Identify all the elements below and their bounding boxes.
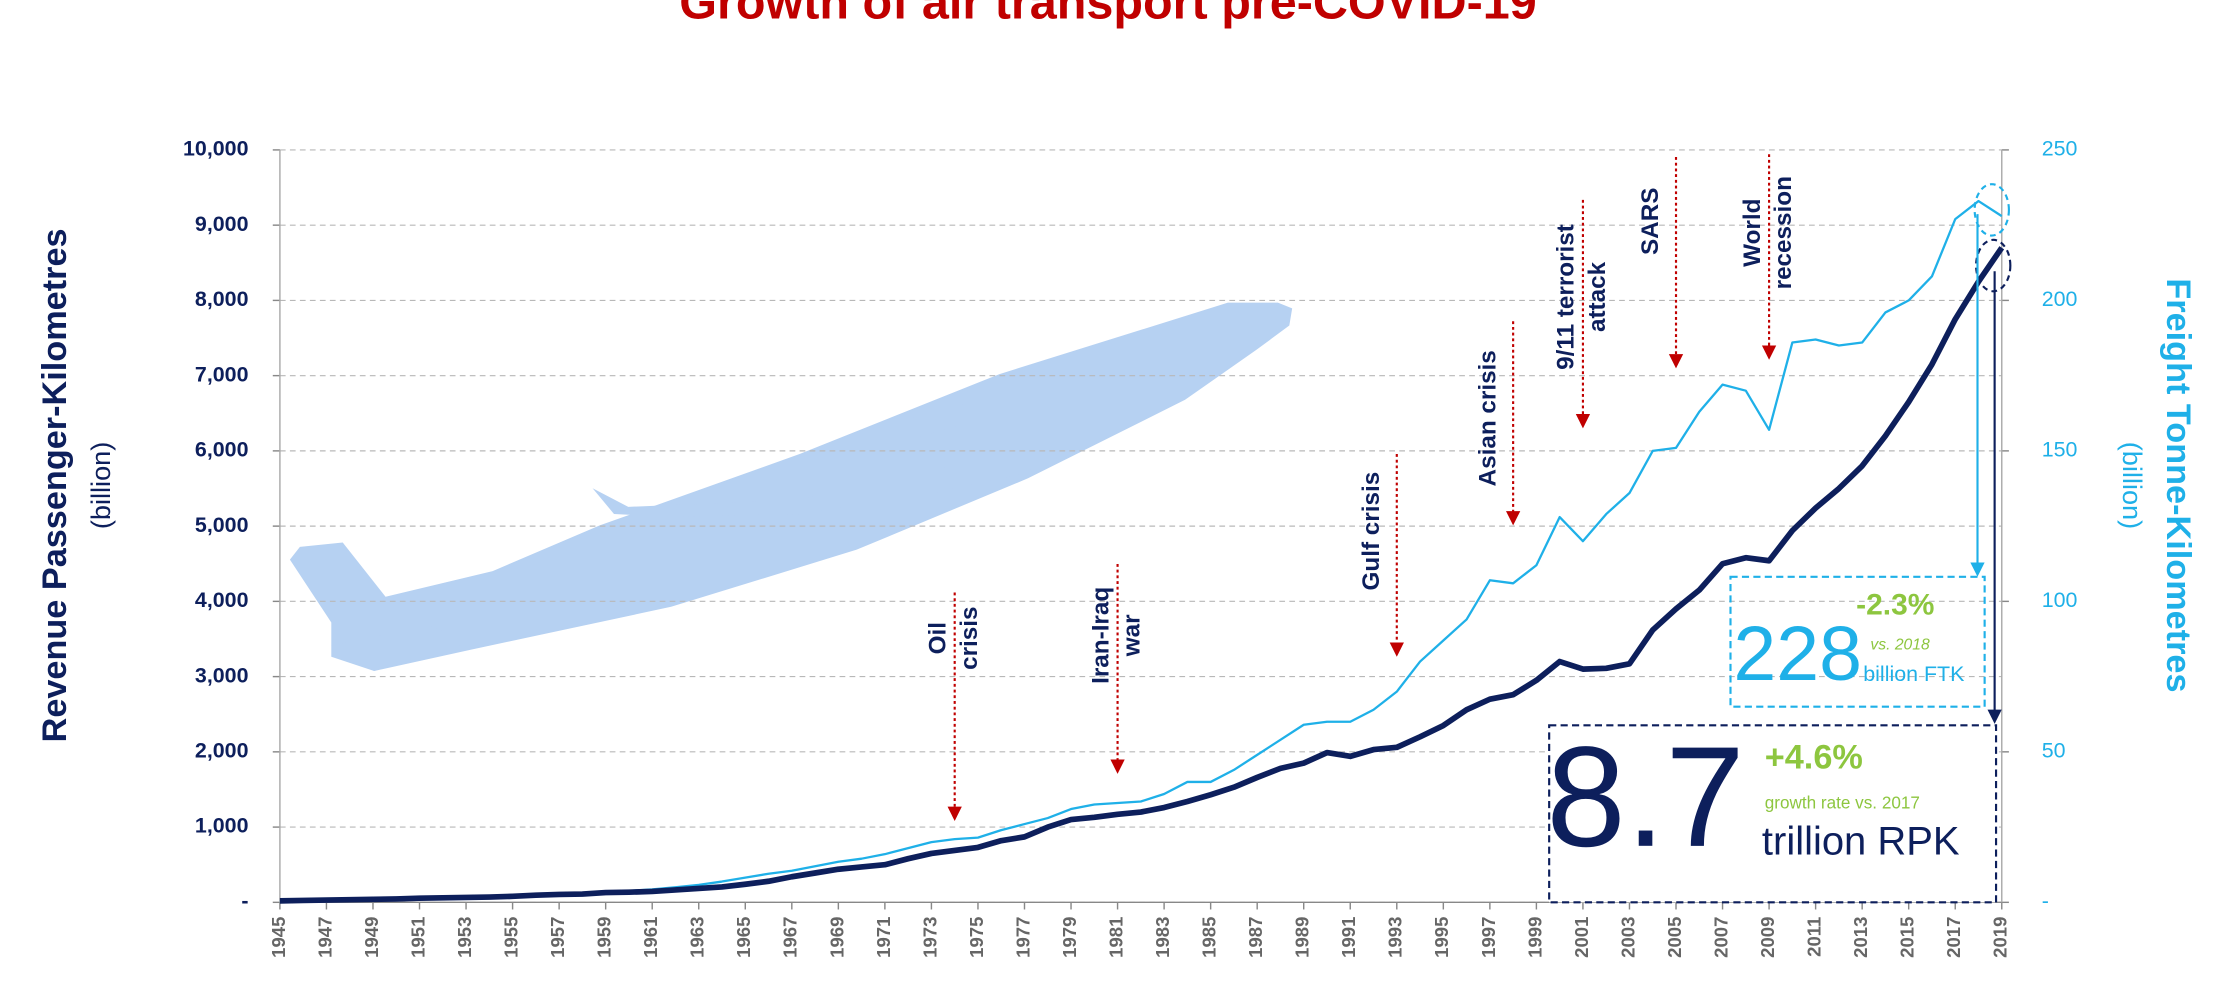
x-tick-label: 1993: [1385, 917, 1406, 958]
y-tick-label: -: [241, 889, 248, 913]
x-tick-label: 2015: [1897, 917, 1918, 958]
x-tick-label: 1997: [1478, 917, 1499, 958]
y2-tick-label: -: [2042, 889, 2049, 913]
x-tick-label: 1961: [640, 917, 661, 958]
x-tick-label: 1977: [1012, 917, 1033, 958]
x-tick-label: 1991: [1338, 917, 1359, 958]
event-arrowhead: [1110, 759, 1125, 774]
rpk-callout-unit: trillion RPK: [1762, 819, 1960, 863]
x-tick-label: 1971: [873, 917, 894, 958]
x-tick-label: 1967: [780, 917, 801, 958]
rpk-callout-change: +4.6%: [1765, 739, 1863, 777]
x-tick-label: 1951: [407, 917, 428, 958]
event-label: SARS: [1637, 188, 1664, 255]
y-tick-label: 5,000: [195, 513, 249, 537]
ftk-callout-value: 228: [1733, 611, 1862, 697]
rpk-callout-value: 8.7: [1546, 718, 1744, 877]
callout-pointers: [1970, 183, 2012, 724]
x-tick-label: 2007: [1710, 917, 1731, 958]
x-tick-label: 2005: [1664, 917, 1685, 958]
event-arrowhead: [1389, 642, 1404, 657]
y2-tick-label: 100: [2042, 588, 2078, 612]
x-tick-label: 1945: [268, 917, 289, 958]
series-line: [279, 246, 2005, 904]
x-tick-label: 2009: [1757, 917, 1778, 958]
x-tick-label: 2003: [1617, 917, 1638, 958]
event-arrowhead: [1668, 354, 1684, 369]
event-arrowhead: [1761, 345, 1777, 360]
x-tick-label: 1985: [1199, 917, 1220, 958]
x-tick-label: 1995: [1431, 917, 1452, 958]
x-tick-label: 1953: [454, 917, 475, 958]
ftk-callout-ref: vs. 2018: [1870, 636, 1930, 653]
x-tick-label: 1973: [919, 917, 940, 958]
chart-title: Growth of air transport pre-COVID-19: [679, 0, 1536, 30]
event-arrowhead: [1505, 511, 1521, 526]
plot-area: - 1,000 2,000 3,000 4,000 5,000 6,000 7,000 8,00…: [183, 137, 2078, 958]
event-label: Gulf crisis: [1358, 472, 1385, 591]
y2-tick-label: 50: [2042, 739, 2066, 763]
event-label: Asian crisis: [1474, 350, 1501, 486]
event-label: crisis: [956, 606, 983, 669]
y2-tick-label: 150: [2042, 438, 2078, 462]
y2-tick-label: 250: [2042, 137, 2078, 161]
y-tick-label: 8,000: [195, 287, 249, 311]
y-tick-label: 1,000: [195, 814, 249, 838]
event-label: Iran-Iraq: [1087, 587, 1114, 684]
x-tick-label: 1947: [314, 917, 335, 958]
x-tick-label: 1959: [594, 917, 615, 958]
ftk-callout-unit: billion FTK: [1863, 662, 1965, 686]
x-tick-label: 2011: [1804, 917, 1825, 957]
x-tick-label: 1969: [826, 917, 847, 958]
y-tick-label: 9,000: [195, 212, 249, 236]
x-tick-label: 2017: [1943, 917, 1964, 958]
x-tick-label: 2013: [1850, 917, 1871, 958]
y-axis-title: Revenue Passenger-Kilometres: [36, 228, 74, 742]
event-label: recession: [1770, 176, 1797, 289]
event-label: Oil: [924, 622, 951, 654]
y2-axis-title: Freight Tonne-Kilometres: [2159, 278, 2197, 692]
event-label: attack: [1584, 261, 1611, 332]
y2-axis-unit: (billion): [2117, 442, 2148, 529]
event-arrowhead: [1575, 414, 1591, 429]
x-tick-label: 1965: [733, 917, 754, 958]
x-tick-label: 1999: [1524, 917, 1545, 958]
y2-tick-label: 200: [2042, 287, 2078, 311]
y-tick-label: 10,000: [183, 137, 249, 161]
y-tick-label: 3,000: [195, 663, 249, 687]
rpk-callout-box: [1548, 724, 1998, 904]
x-tick-label: 2019: [1990, 917, 2011, 958]
x-tick-label: 1981: [1105, 917, 1126, 958]
y-tick-label: 2,000: [195, 739, 249, 763]
x-tick-label: 1963: [687, 917, 708, 958]
x-tick-label: 1983: [1152, 917, 1173, 958]
rpk-callout-ref: growth rate vs. 2017: [1765, 792, 1920, 812]
event-arrowhead: [947, 806, 962, 821]
ftk-callout-box: [1729, 575, 1986, 708]
x-tick-label: 1987: [1245, 917, 1266, 958]
y-tick-label: 7,000: [195, 362, 249, 386]
x-tick-label: 1955: [500, 917, 521, 958]
x-tick-label: 2001: [1571, 917, 1592, 958]
x-tick-label: 1957: [547, 917, 568, 958]
airplane: [289, 302, 1293, 672]
ftk-callout-change: -2.3%: [1856, 589, 1934, 622]
x-tick-label: 1975: [966, 917, 987, 958]
x-tick-label: 1979: [1059, 917, 1080, 958]
y-tick-label: 4,000: [195, 588, 249, 612]
event-label: World: [1739, 199, 1766, 267]
y-tick-label: 6,000: [195, 438, 249, 462]
event-label: 9/11 terrorist: [1553, 224, 1580, 370]
event-label: war: [1119, 614, 1146, 657]
x-tick-label: 1949: [361, 917, 382, 958]
x-tick-label: 1989: [1292, 917, 1313, 958]
y-axis-unit: (billion): [85, 442, 116, 529]
